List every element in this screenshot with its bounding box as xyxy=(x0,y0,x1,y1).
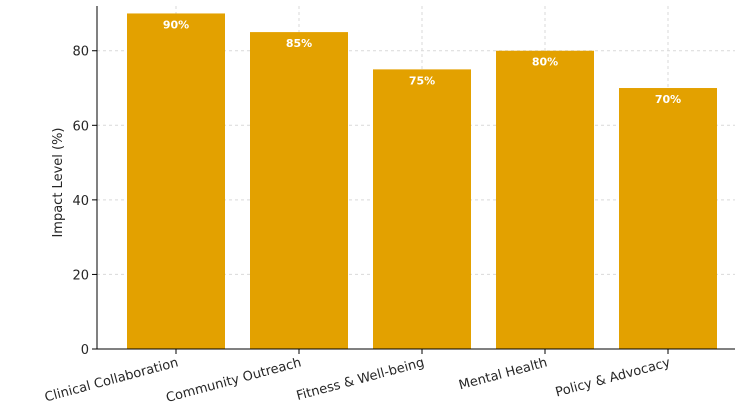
y-axis-title: Impact Level (%) xyxy=(51,127,66,237)
bar xyxy=(619,88,717,350)
axes xyxy=(96,6,735,350)
bar-value-label: 90% xyxy=(163,18,189,31)
x-tick-label: Clinical Collaboration xyxy=(43,355,180,405)
y-ticks: 0 20 40 60 80 xyxy=(72,45,97,358)
bar xyxy=(373,69,471,349)
x-tick-label: Fitness & Well-being xyxy=(295,355,426,404)
y-tick-label: 20 xyxy=(72,268,89,283)
y-tick-label: 0 xyxy=(81,343,89,358)
bars xyxy=(127,13,717,350)
bar xyxy=(250,32,348,349)
bar-value-label: 70% xyxy=(655,93,681,106)
y-tick-label: 60 xyxy=(72,119,89,134)
x-tick-label: Mental Health xyxy=(457,355,549,393)
bar-value-label: 85% xyxy=(286,37,312,50)
bar xyxy=(127,13,225,350)
bar-value-label: 80% xyxy=(532,56,558,69)
y-tick-label: 80 xyxy=(72,45,89,60)
bar-value-label: 75% xyxy=(409,74,435,87)
x-tick-label: Policy & Advocacy xyxy=(554,355,672,400)
x-tick-label: Community Outreach xyxy=(165,355,303,406)
y-tick-label: 40 xyxy=(72,194,89,209)
bar xyxy=(496,50,594,349)
data-labels: 90% 85% 75% 80% 70% xyxy=(163,18,681,106)
